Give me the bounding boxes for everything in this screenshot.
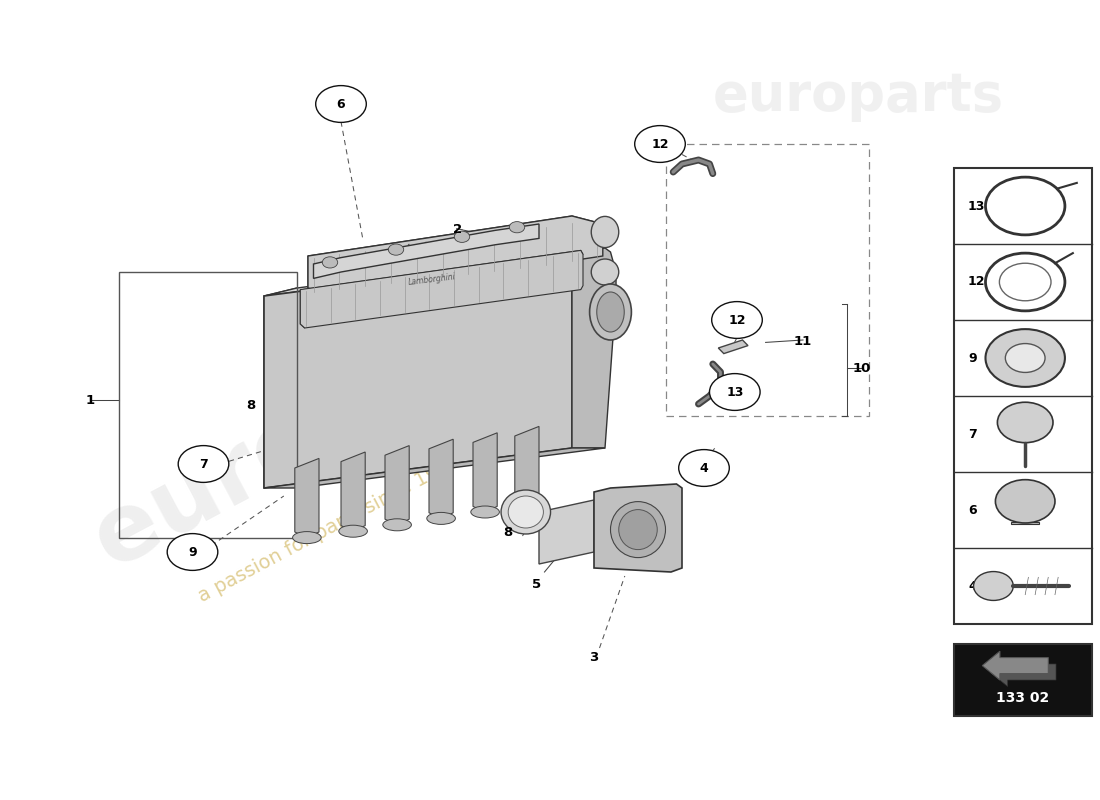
Circle shape	[1005, 343, 1045, 373]
Circle shape	[454, 231, 470, 242]
Bar	[954, 644, 1092, 716]
Text: Lamborghini: Lamborghini	[408, 273, 456, 287]
Ellipse shape	[592, 259, 618, 285]
Polygon shape	[515, 426, 539, 506]
Circle shape	[509, 222, 525, 233]
Circle shape	[998, 402, 1053, 442]
Bar	[954, 168, 1092, 624]
Circle shape	[996, 480, 1055, 523]
Text: 2: 2	[453, 223, 462, 236]
Text: 13: 13	[968, 199, 986, 213]
Polygon shape	[314, 224, 539, 278]
Text: 12: 12	[968, 275, 986, 289]
Polygon shape	[990, 658, 1056, 686]
Polygon shape	[295, 458, 319, 538]
Ellipse shape	[618, 510, 658, 550]
Circle shape	[167, 534, 218, 570]
Text: 5: 5	[532, 578, 541, 590]
Polygon shape	[264, 248, 605, 296]
Bar	[119, 272, 297, 538]
Text: 8: 8	[504, 526, 513, 538]
Text: europarts: europarts	[713, 70, 1003, 122]
Bar	[666, 144, 869, 416]
Text: 13: 13	[726, 386, 744, 398]
Polygon shape	[1011, 522, 1040, 525]
Text: 12: 12	[728, 314, 746, 326]
Polygon shape	[308, 216, 603, 264]
Text: 11: 11	[794, 335, 812, 348]
Circle shape	[679, 450, 729, 486]
Circle shape	[635, 126, 685, 162]
Circle shape	[986, 329, 1065, 387]
Ellipse shape	[427, 512, 455, 525]
Ellipse shape	[383, 518, 411, 531]
Polygon shape	[341, 452, 365, 531]
Polygon shape	[429, 439, 453, 518]
Circle shape	[388, 244, 404, 255]
Polygon shape	[300, 250, 583, 328]
Polygon shape	[308, 216, 603, 296]
Text: 9: 9	[188, 546, 197, 558]
Circle shape	[710, 374, 760, 410]
Ellipse shape	[610, 502, 665, 558]
Text: 6: 6	[968, 503, 977, 517]
Polygon shape	[473, 433, 497, 512]
Ellipse shape	[471, 506, 499, 518]
Text: 7: 7	[968, 427, 977, 441]
Text: 9: 9	[968, 351, 977, 365]
Text: 10: 10	[852, 362, 870, 374]
Circle shape	[322, 257, 338, 268]
Text: 7: 7	[199, 458, 208, 470]
Ellipse shape	[508, 496, 543, 528]
Ellipse shape	[339, 525, 367, 538]
Circle shape	[974, 571, 1013, 601]
Circle shape	[712, 302, 762, 338]
Text: 12: 12	[651, 138, 669, 150]
Text: 1: 1	[86, 394, 95, 406]
Ellipse shape	[592, 216, 618, 248]
Text: europarts: europarts	[78, 261, 582, 587]
Polygon shape	[264, 448, 605, 488]
Ellipse shape	[596, 292, 625, 332]
Ellipse shape	[513, 499, 541, 512]
Polygon shape	[264, 288, 297, 488]
Polygon shape	[982, 651, 1048, 680]
Polygon shape	[308, 256, 339, 296]
Ellipse shape	[500, 490, 550, 534]
Text: 6: 6	[337, 98, 345, 110]
Circle shape	[178, 446, 229, 482]
Polygon shape	[300, 290, 305, 328]
Circle shape	[316, 86, 366, 122]
Text: Lamborghini: Lamborghini	[407, 238, 462, 254]
Ellipse shape	[590, 284, 631, 340]
Ellipse shape	[293, 531, 321, 544]
Polygon shape	[594, 484, 682, 572]
Text: 133 02: 133 02	[997, 691, 1049, 706]
Polygon shape	[302, 250, 583, 294]
Polygon shape	[264, 256, 572, 488]
Text: 8: 8	[246, 399, 255, 412]
Text: 4: 4	[700, 462, 708, 474]
Polygon shape	[718, 340, 748, 354]
Text: 4: 4	[968, 579, 977, 593]
Polygon shape	[572, 248, 616, 448]
Text: a passion for parts since 1985: a passion for parts since 1985	[196, 450, 464, 606]
Polygon shape	[539, 500, 594, 564]
Polygon shape	[385, 446, 409, 525]
Text: 3: 3	[590, 651, 598, 664]
